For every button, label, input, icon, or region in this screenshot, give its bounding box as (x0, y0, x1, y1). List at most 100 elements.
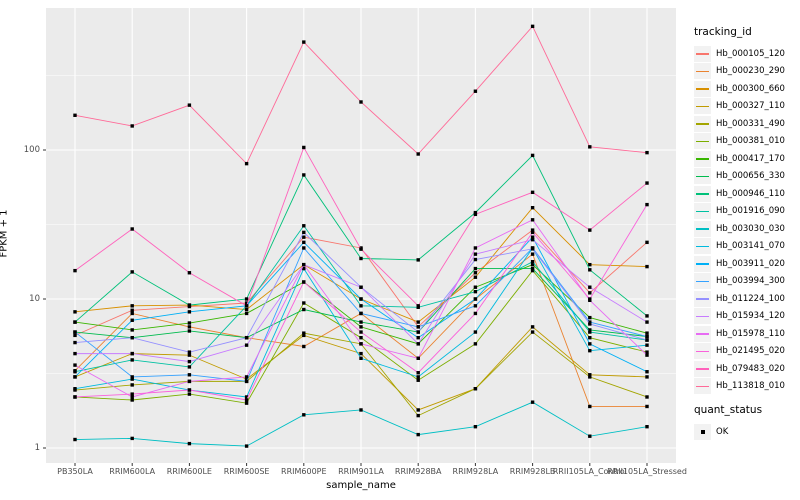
data-point (530, 266, 535, 271)
data-point (530, 228, 535, 232)
data-point (187, 271, 192, 275)
data-point (244, 377, 249, 381)
legend-line-icon (696, 88, 709, 90)
data-point (473, 271, 478, 275)
legend-line-icon (696, 315, 709, 318)
legend-item: Hb_000300_660 (694, 80, 798, 98)
legend-item-label: Hb_003911_020 (716, 258, 785, 269)
data-point (187, 353, 192, 357)
legend-key-swatch (694, 238, 711, 255)
data-point (302, 145, 306, 150)
data-point (416, 304, 420, 308)
legend-item: Hb_021495_020 (694, 343, 798, 361)
data-point (187, 325, 192, 329)
legend-line-icon (696, 175, 709, 178)
data-point (645, 424, 649, 429)
data-point (645, 331, 649, 335)
data-point (244, 304, 249, 308)
data-point (588, 375, 592, 379)
data-point (473, 210, 478, 215)
data-point (187, 388, 192, 392)
legend-key-swatch (694, 203, 711, 220)
data-point (73, 375, 77, 379)
data-point (588, 404, 592, 409)
data-point (244, 311, 249, 316)
data-point (73, 333, 77, 338)
data-point (645, 334, 649, 339)
data-point (73, 310, 77, 314)
legend-key-swatch (694, 150, 711, 167)
data-point (416, 378, 420, 382)
data-point (416, 335, 420, 340)
data-point (359, 351, 363, 356)
x-tick-label: PB350LA (57, 467, 93, 476)
data-point (588, 335, 592, 340)
data-point (130, 318, 134, 322)
legend-item: Hb_015978_110 (694, 325, 798, 343)
legend-item: Hb_000327_110 (694, 98, 798, 116)
data-point (473, 289, 478, 294)
data-point (244, 398, 249, 402)
data-point (359, 297, 363, 301)
legend-item: Hb_079483_020 (694, 360, 798, 378)
data-point (302, 307, 306, 312)
legend-line-icon (696, 228, 709, 230)
legend: tracking_id Hb_000105_120 Hb_000230_290 Hb… (694, 26, 798, 441)
data-point (73, 370, 77, 374)
legend-item-label: OK (716, 426, 729, 437)
legend-line-icon (696, 210, 709, 213)
data-point (416, 330, 420, 334)
data-point (588, 268, 592, 272)
data-point (359, 408, 363, 412)
legend-line-icon (696, 350, 709, 353)
data-point (473, 89, 478, 93)
data-point (416, 375, 420, 379)
legend-key-swatch (694, 80, 711, 97)
data-point (73, 330, 77, 334)
data-point (473, 252, 478, 256)
data-point (588, 434, 592, 438)
data-point (130, 351, 134, 356)
data-point (187, 321, 192, 325)
data-point (530, 252, 535, 256)
legend-key-swatch (694, 185, 711, 202)
x-tick-label: RRIM928LA (452, 467, 499, 476)
data-point (302, 40, 306, 44)
data-point (359, 330, 363, 334)
data-point (359, 247, 363, 251)
data-point (359, 100, 363, 104)
data-point (588, 328, 592, 332)
data-point (187, 365, 192, 369)
data-point (530, 205, 535, 210)
data-point (473, 257, 478, 262)
legend-item-label: Hb_000946_110 (716, 188, 785, 199)
data-point (244, 301, 249, 305)
data-point (530, 190, 535, 195)
data-point (530, 259, 535, 264)
legend-item-label: Hb_000656_330 (716, 171, 785, 182)
x-tick-label: RRIM901LA (338, 467, 384, 476)
x-tick-label: RRII105LA_Stressed (607, 467, 687, 476)
legend-key-swatch (694, 63, 711, 80)
legend-item-quant: OK (694, 423, 798, 441)
data-point (302, 413, 306, 417)
data-point (302, 344, 306, 349)
data-point (73, 395, 77, 399)
data-point (130, 304, 134, 308)
legend-line-icon (696, 105, 709, 108)
x-tick-label: RRIM600SE (223, 467, 270, 476)
data-point (530, 218, 535, 222)
data-point (359, 356, 363, 360)
legend-item-label: Hb_000417_170 (716, 153, 785, 164)
data-point (130, 398, 134, 402)
legend-line-icon (696, 140, 709, 143)
legend-key-swatch (694, 255, 711, 272)
legend-item-label: Hb_000327_110 (716, 101, 785, 112)
data-point (645, 181, 649, 185)
data-point (530, 247, 535, 251)
data-point (244, 161, 249, 166)
data-point (473, 266, 478, 271)
y-tick-label: 100 (23, 145, 40, 155)
data-point (359, 320, 363, 324)
legend-line-icon (696, 158, 709, 160)
